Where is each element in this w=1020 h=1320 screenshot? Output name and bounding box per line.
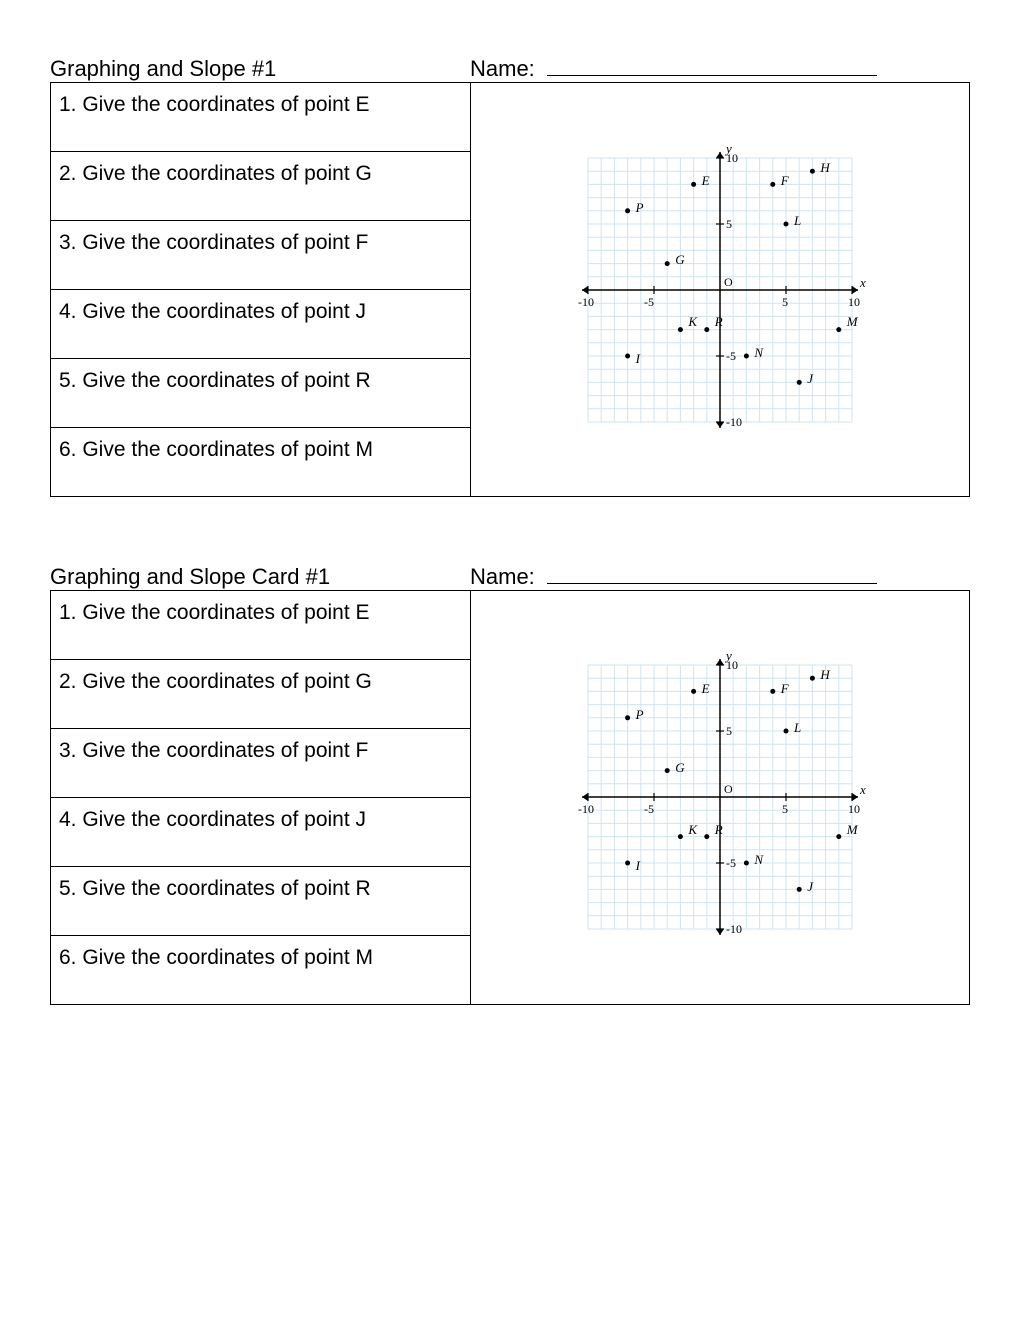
worksheet-body: 1. Give the coordinates of point E2. Giv… [50, 590, 970, 1005]
point-label-f: F [781, 682, 789, 695]
graph-column: -10-5510-10-5510OxyEFGHIJKLMNPR [471, 83, 969, 496]
questions-column: 1. Give the coordinates of point E2. Giv… [51, 591, 471, 1004]
question-4: 4. Give the coordinates of point J [51, 798, 470, 867]
coordinate-graph: -10-5510-10-5510OxyEFGHIJKLMNPR [570, 647, 870, 947]
x-tick-label: -10 [578, 803, 594, 815]
x-axis-label: x [860, 783, 866, 796]
point-label-p: P [636, 201, 644, 214]
x-tick-label: -5 [644, 803, 654, 815]
point-label-m: M [847, 315, 858, 328]
y-tick-label: -5 [726, 350, 736, 362]
point-label-n: N [754, 346, 763, 359]
x-tick-label: 10 [848, 803, 860, 815]
worksheet-title: Graphing and Slope Card #1 [50, 564, 470, 590]
question-1: 1. Give the coordinates of point E [51, 591, 470, 660]
point-label-m: M [847, 823, 858, 836]
name-blank-line[interactable] [547, 557, 877, 583]
worksheet-1: Graphing and Slope #1Name:1. Give the co… [50, 50, 970, 497]
point-label-j: J [807, 372, 813, 385]
question-6: 6. Give the coordinates of point M [51, 936, 470, 1004]
worksheet-2: Graphing and Slope Card #1Name:1. Give t… [50, 557, 970, 1004]
question-5: 5. Give the coordinates of point R [51, 359, 470, 428]
point-label-i: I [636, 352, 640, 365]
point-label-r: R [715, 823, 723, 836]
graph-column: -10-5510-10-5510OxyEFGHIJKLMNPR [471, 591, 969, 1004]
point-label-g: G [675, 253, 684, 266]
origin-label: O [724, 783, 733, 795]
point-label-e: E [702, 682, 710, 695]
origin-label: O [724, 276, 733, 288]
y-tick-label: -5 [726, 857, 736, 869]
y-tick-label: 5 [726, 725, 732, 737]
point-label-l: L [794, 721, 801, 734]
point-label-f: F [781, 174, 789, 187]
name-blank-line[interactable] [547, 50, 877, 76]
point-label-k: K [688, 315, 697, 328]
question-4: 4. Give the coordinates of point J [51, 290, 470, 359]
question-2: 2. Give the coordinates of point G [51, 660, 470, 729]
question-6: 6. Give the coordinates of point M [51, 428, 470, 496]
name-label: Name: [470, 564, 535, 590]
question-3: 3. Give the coordinates of point F [51, 729, 470, 798]
point-label-h: H [820, 161, 829, 174]
name-label: Name: [470, 56, 535, 82]
point-label-p: P [636, 708, 644, 721]
question-3: 3. Give the coordinates of point F [51, 221, 470, 290]
x-tick-label: 5 [782, 296, 788, 308]
y-tick-label: -10 [726, 923, 742, 935]
y-tick-label: -10 [726, 416, 742, 428]
x-tick-label: 10 [848, 296, 860, 308]
worksheet-title: Graphing and Slope #1 [50, 56, 470, 82]
point-label-h: H [820, 668, 829, 681]
y-axis-label: y [726, 649, 732, 662]
point-label-j: J [807, 880, 813, 893]
point-label-l: L [794, 214, 801, 227]
point-label-k: K [688, 823, 697, 836]
point-label-r: R [715, 315, 723, 328]
worksheet-header: Graphing and Slope Card #1Name: [50, 557, 970, 589]
worksheet-body: 1. Give the coordinates of point E2. Giv… [50, 82, 970, 497]
question-5: 5. Give the coordinates of point R [51, 867, 470, 936]
question-2: 2. Give the coordinates of point G [51, 152, 470, 221]
coordinate-graph: -10-5510-10-5510OxyEFGHIJKLMNPR [570, 140, 870, 440]
point-label-e: E [702, 174, 710, 187]
questions-column: 1. Give the coordinates of point E2. Giv… [51, 83, 471, 496]
point-label-g: G [675, 761, 684, 774]
x-axis-label: x [860, 276, 866, 289]
question-1: 1. Give the coordinates of point E [51, 83, 470, 152]
worksheet-header: Graphing and Slope #1Name: [50, 50, 970, 82]
point-label-i: I [636, 859, 640, 872]
y-tick-label: 5 [726, 218, 732, 230]
x-tick-label: -10 [578, 296, 594, 308]
x-tick-label: 5 [782, 803, 788, 815]
x-tick-label: -5 [644, 296, 654, 308]
y-axis-label: y [726, 142, 732, 155]
point-label-n: N [754, 853, 763, 866]
